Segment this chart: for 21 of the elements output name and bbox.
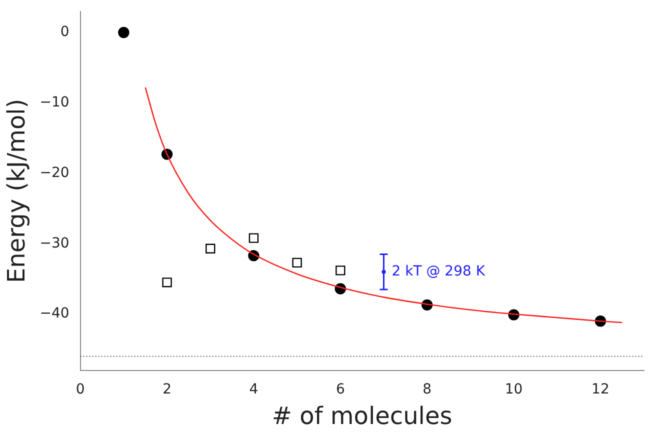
x-tick-label: 8 <box>422 381 432 398</box>
point <box>118 26 130 38</box>
x-axis-title: # of molecules <box>272 402 452 430</box>
point <box>162 278 172 288</box>
x-tick-label: 12 <box>592 381 610 398</box>
x-tick-label: 0 <box>76 381 85 398</box>
point <box>248 233 259 243</box>
y-tick-label: 0 <box>60 24 70 40</box>
x-tick-label: 6 <box>336 381 345 398</box>
point <box>336 266 346 276</box>
y-tick-label: −10 <box>40 94 70 111</box>
y-tick-label: −40 <box>40 306 70 322</box>
y-tick-label: −30 <box>40 235 70 252</box>
y-tick-label: −20 <box>40 164 70 181</box>
x-tick-label: 4 <box>249 381 258 398</box>
annotation: 2 kT @ 298 K <box>392 263 486 280</box>
y-axis-title: Energy (kJ/mol) <box>2 98 31 283</box>
x-tick-label: 2 <box>162 381 172 398</box>
point <box>292 258 302 268</box>
point <box>206 244 216 254</box>
x-tick-label: 10 <box>504 381 523 398</box>
